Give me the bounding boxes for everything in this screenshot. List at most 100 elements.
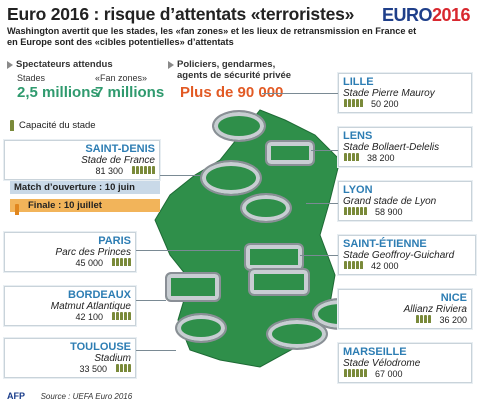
subtitle: Washington avertit que les stades, les «…	[7, 26, 417, 47]
stadium-name: Stade Bollaert-Delelis	[343, 142, 440, 153]
capacity-bar	[343, 99, 363, 109]
person-icon	[352, 369, 355, 377]
capacity: 45 000	[9, 258, 131, 268]
person-icon	[356, 261, 359, 269]
capacity-bar	[131, 166, 155, 176]
connector-line	[160, 175, 200, 176]
person-icon	[344, 153, 347, 161]
capacity-bar	[111, 258, 131, 268]
person-icon	[348, 207, 351, 215]
person-icon	[140, 166, 143, 174]
person-icon	[132, 166, 135, 174]
capacity-value: 33 500	[79, 364, 107, 374]
card-saint-denis: SAINT-DENIS Stade de France 81 300	[4, 140, 160, 180]
capacity: 58 900	[343, 207, 467, 217]
person-icon	[348, 369, 351, 377]
person-icon	[112, 258, 115, 266]
stadium-name: Stade de France	[81, 155, 155, 166]
capacity-value: 81 300	[95, 166, 123, 176]
euro-2016-logo: EURO2016	[381, 5, 471, 26]
stadium-name: Grand stade de Lyon	[343, 196, 437, 207]
person-icon	[124, 312, 127, 320]
capacity-value: 42 100	[75, 312, 103, 322]
city-name: SAINT-DENIS	[85, 143, 155, 155]
connector-line	[136, 350, 176, 351]
city-name: TOULOUSE	[70, 341, 131, 353]
person-icon	[356, 99, 359, 107]
source-text: Source : UEFA Euro 2016	[40, 392, 133, 401]
stadium-lyon-icon	[248, 268, 310, 296]
person-icon	[348, 99, 351, 107]
fanzones-label: «Fan zones»	[95, 73, 148, 83]
card-paris: PARIS Parc des Princes 45 000	[4, 232, 136, 272]
card-bordeaux: BORDEAUX Matmut Atlantique 42 100	[4, 286, 136, 326]
connector-line	[300, 255, 338, 256]
stadiums-value: 2,5 millions	[17, 84, 99, 101]
card-lille: LILLE Stade Pierre Mauroy 50 200	[338, 73, 472, 113]
connector-line	[136, 250, 240, 251]
person-icon	[344, 369, 347, 377]
person-icon	[128, 258, 131, 266]
capacity: 50 200	[343, 99, 467, 109]
capacity: 38 200	[343, 153, 467, 163]
capacity-value: 38 200	[367, 153, 395, 163]
opening-match-badge: Match d’ouverture : 10 juin	[10, 181, 160, 194]
capacity-bar	[415, 315, 432, 325]
city-name: BORDEAUX	[68, 289, 131, 301]
stadium-bordeaux-icon	[165, 272, 221, 302]
city-name: PARIS	[98, 235, 131, 247]
security-title: Policiers, gendarmes, agents de sécurité…	[177, 59, 292, 81]
person-icon	[124, 258, 127, 266]
person-icon	[344, 99, 347, 107]
capacity-legend-label: Capacité du stade	[19, 120, 96, 131]
capacity-value: 45 000	[75, 258, 103, 268]
person-icon	[128, 364, 131, 372]
stadium-paris-icon	[240, 193, 292, 223]
capacity-bar	[115, 364, 131, 374]
connector-line	[262, 93, 338, 94]
capacity-value: 36 200	[439, 315, 467, 325]
page-title: Euro 2016 : risque d’attentats «terroris…	[7, 4, 355, 24]
capacity: 67 000	[343, 369, 467, 379]
person-icon	[112, 312, 115, 320]
city-name: NICE	[440, 292, 467, 304]
capacity: 42 000	[343, 261, 471, 271]
capacity-bar	[343, 261, 363, 271]
afp-logo: AFP	[7, 391, 25, 401]
city-name: SAINT-ÉTIENNE	[343, 238, 427, 250]
person-icon	[124, 364, 127, 372]
person-icon	[424, 315, 428, 323]
logo-text: EURO	[381, 5, 433, 25]
spectators-header: Spectateurs attendus	[7, 59, 113, 70]
connector-line	[136, 300, 166, 301]
person-icon	[152, 166, 155, 174]
security-value: Plus de 90 000	[180, 84, 284, 101]
capacity: 33 500	[9, 364, 131, 374]
person-icon	[352, 261, 355, 269]
capacity-bar	[343, 153, 359, 163]
person-icon	[116, 364, 119, 372]
connector-line	[311, 150, 338, 151]
person-icon	[136, 166, 139, 174]
capacity-value: 58 900	[375, 207, 403, 217]
stadium-name: Stadium	[94, 353, 131, 364]
stadium-lens-icon	[265, 140, 315, 166]
person-icon	[116, 312, 119, 320]
logo-year: 2016	[431, 5, 471, 25]
person-icon	[428, 315, 432, 323]
card-lyon: LYON Grand stade de Lyon 58 900	[338, 181, 472, 221]
capacity-legend: Capacité du stade	[9, 120, 96, 131]
capacity-bar	[343, 369, 367, 379]
capacity: 36 200	[343, 315, 467, 325]
spectators-title: Spectateurs attendus	[16, 59, 113, 70]
person-icon	[344, 261, 347, 269]
city-name: LYON	[343, 184, 373, 196]
card-saint-etienne: SAINT-ÉTIENNE Stade Geoffroy-Guichard 42…	[338, 235, 476, 275]
stadium-name: Allianz Riviera	[403, 304, 467, 315]
capacity: 42 100	[9, 312, 131, 322]
stadium-lille-icon	[212, 110, 266, 142]
person-icon	[348, 261, 351, 269]
person-icon	[356, 153, 359, 161]
city-name: LENS	[343, 130, 373, 142]
stadium-name: Matmut Atlantique	[50, 301, 131, 312]
